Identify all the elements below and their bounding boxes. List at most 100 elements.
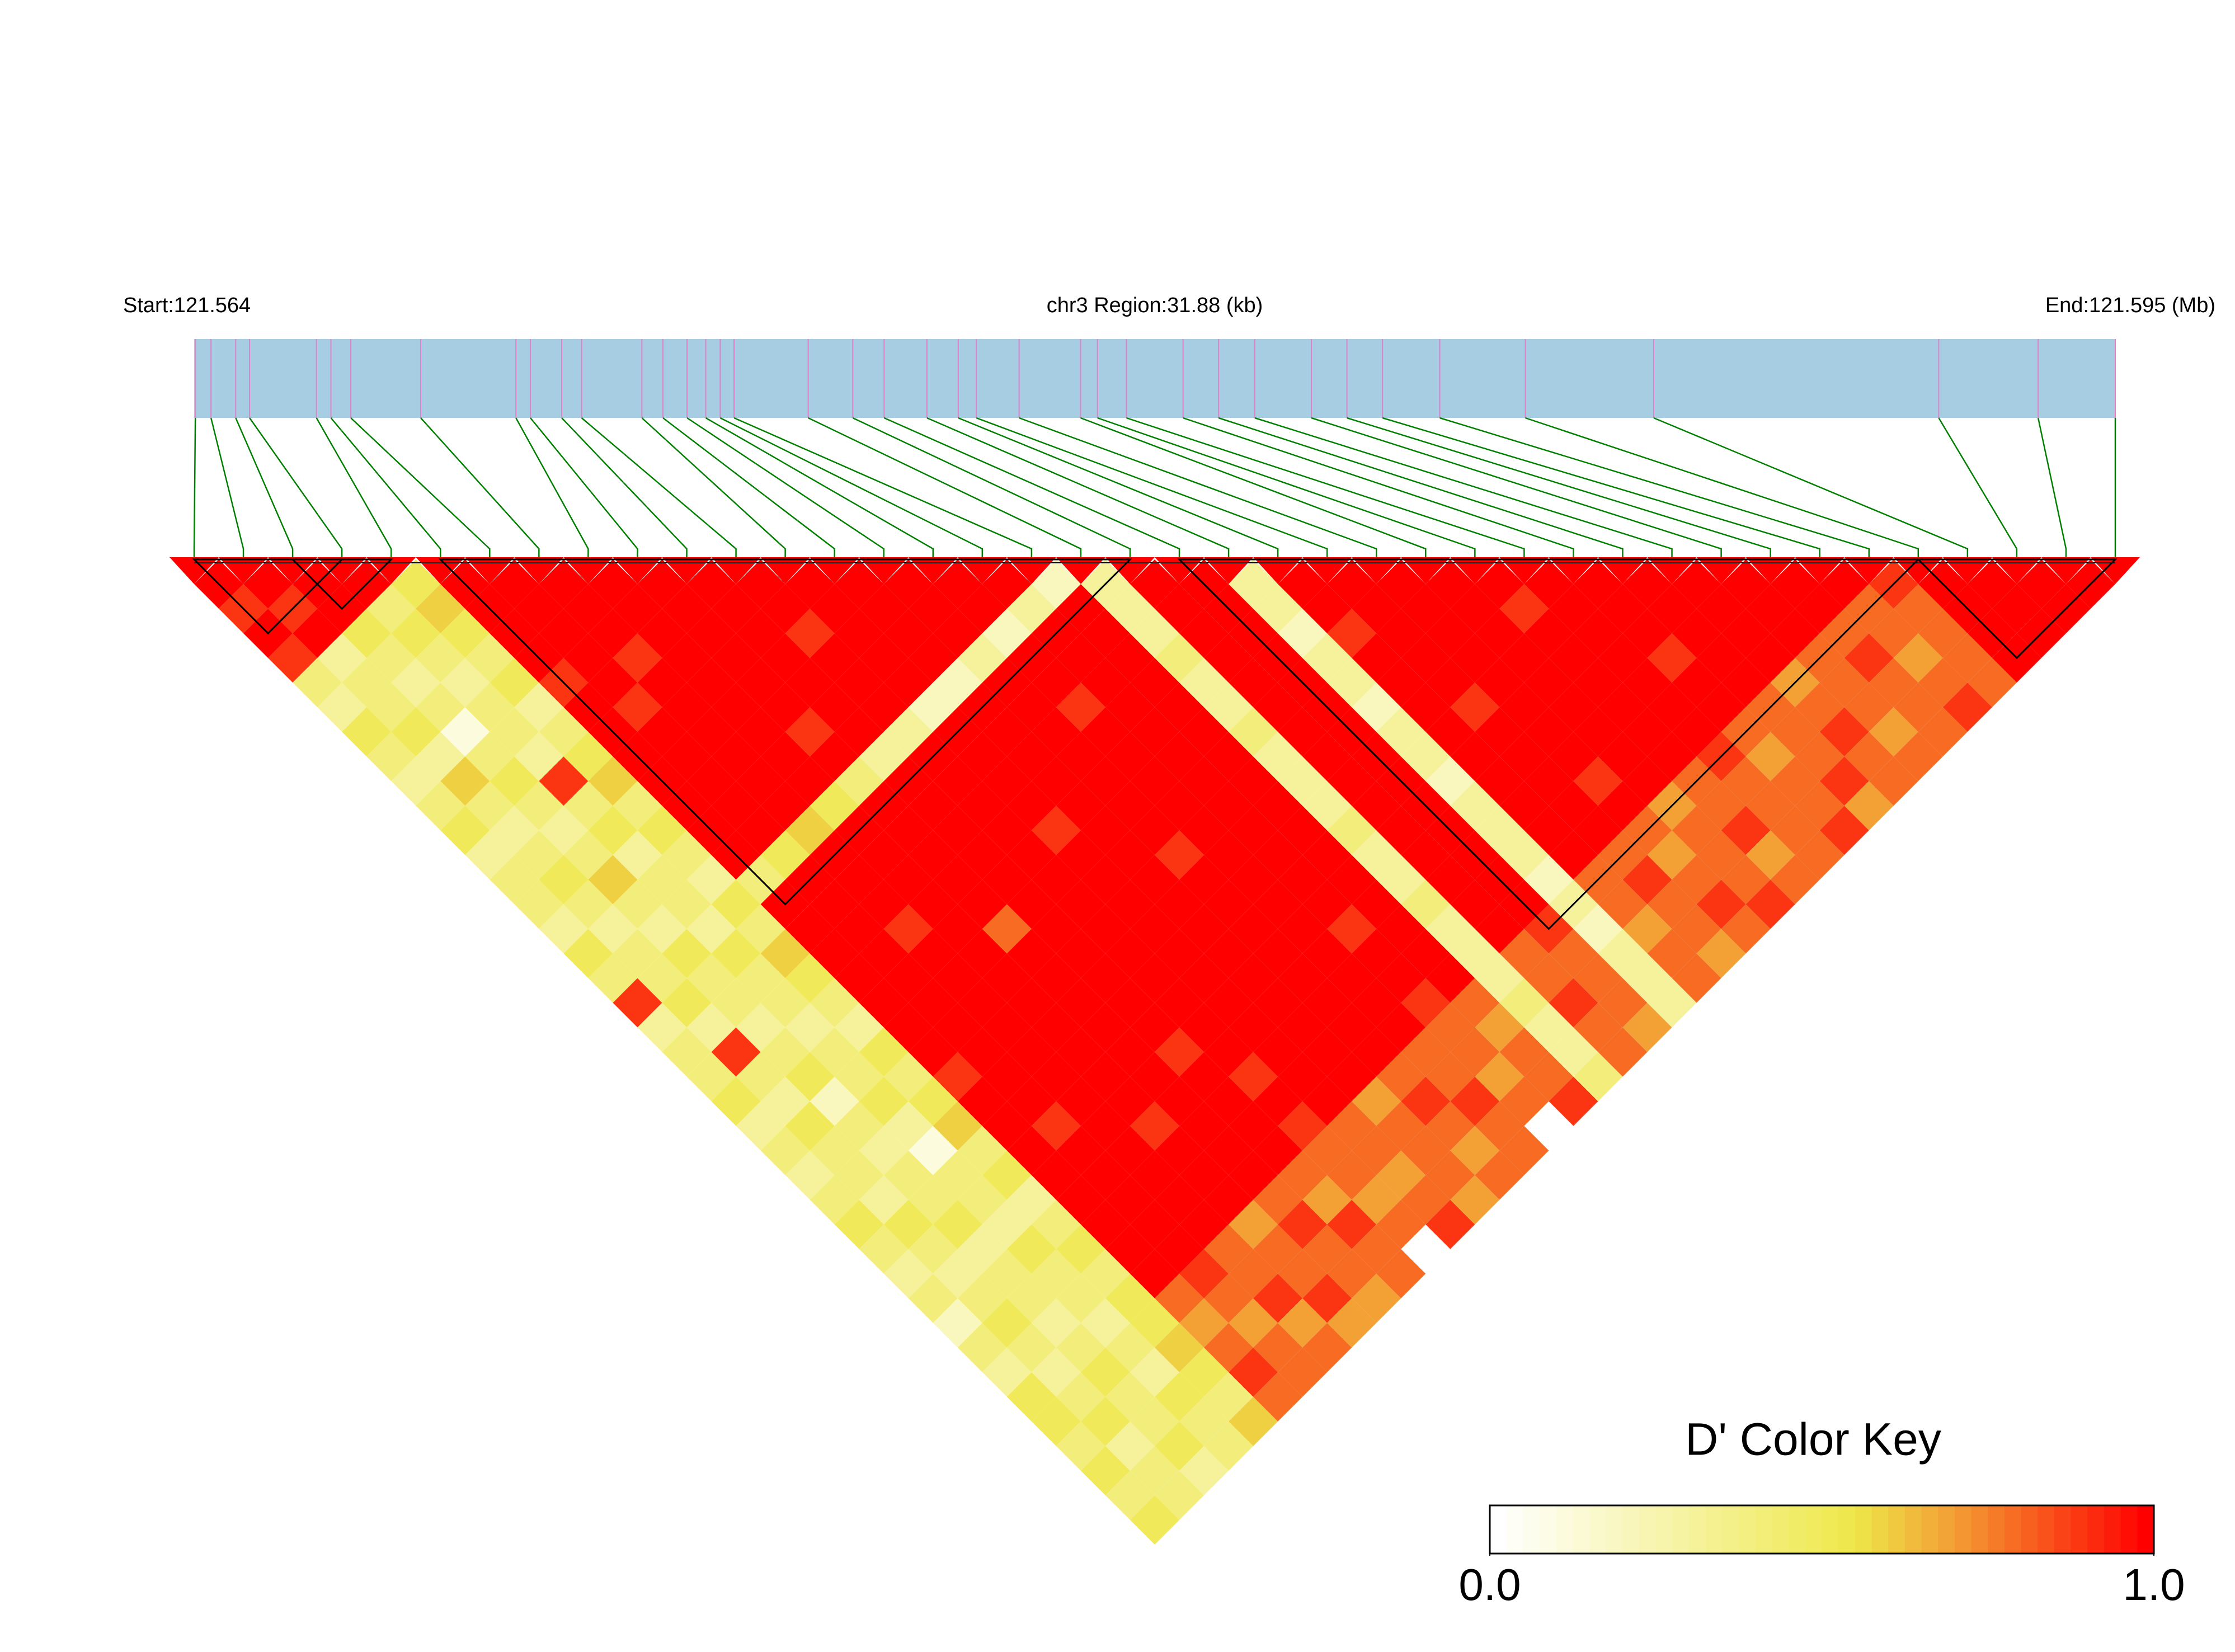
ld-cell (1179, 855, 1229, 905)
ld-cell (1327, 609, 1377, 658)
ld-cell (982, 1298, 1032, 1348)
ld-cell (1745, 633, 1795, 683)
ld-cell (1031, 1150, 1081, 1200)
ld-cell (933, 1249, 982, 1298)
ld-cell (1573, 806, 1623, 855)
ld-cell (1549, 732, 1598, 782)
ld-cell (1327, 756, 1377, 806)
ld-cell (1080, 1446, 1130, 1495)
snp-marker (1450, 557, 1500, 585)
ld-cell (1745, 732, 1795, 782)
color-key-step (2021, 1505, 2039, 1554)
ld-cell (1869, 756, 1918, 806)
ld-cell (1573, 756, 1623, 806)
connector-line (719, 417, 984, 563)
end-label: End:121.595 (Mb) (2045, 294, 2215, 317)
ld-cell (1549, 1027, 1598, 1077)
connector-line (350, 417, 491, 563)
ld-cell (1401, 732, 1451, 782)
ld-cell (1770, 559, 1820, 609)
ld-cell (1918, 658, 1968, 708)
ld-cell (1229, 1003, 1278, 1052)
ld-cell (1105, 1421, 1155, 1471)
ld-cell (1278, 1199, 1328, 1249)
color-key-step (2071, 1505, 2088, 1554)
ld-cell (933, 1199, 982, 1249)
ld-cell (859, 1175, 909, 1225)
ld-cell (1130, 904, 1180, 954)
ld-cell (1253, 1372, 1303, 1422)
snp-marker (169, 557, 219, 585)
ld-cell (1155, 929, 1204, 978)
snp-marker (1942, 557, 1992, 585)
connector-line (210, 417, 244, 563)
ld-cell (514, 732, 564, 782)
ld-cell (1155, 1027, 1204, 1077)
ld-cell (1352, 1027, 1401, 1077)
ld-cell (1155, 683, 1204, 732)
ld-cell (1819, 756, 1869, 806)
snp-marker (1105, 557, 1155, 585)
ld-cell (1450, 1076, 1500, 1126)
ld-cell (1229, 904, 1278, 954)
ld-cell (1721, 658, 1771, 708)
ld-cell (1327, 1150, 1377, 1200)
ld-cell (1376, 806, 1426, 855)
ld-cell (1130, 658, 1180, 708)
ld-cell (1475, 1150, 1524, 1200)
connector-line (420, 417, 540, 563)
ld-cell (834, 1199, 884, 1249)
snp-marker (563, 557, 613, 585)
ld-cell (1352, 584, 1401, 634)
ld-cell (1229, 658, 1278, 708)
ld-cell (1425, 855, 1475, 905)
ld-cell (1770, 806, 1820, 855)
ld-cell (1080, 1298, 1130, 1348)
ld-cell (1130, 1101, 1180, 1151)
ld-cell (1229, 1298, 1278, 1348)
ld-cell (1819, 658, 1869, 708)
ld-block (438, 558, 1132, 906)
ld-cell (1229, 806, 1278, 855)
color-key-step (1589, 1505, 1607, 1554)
ld-cell (1327, 658, 1377, 708)
ld-cell (514, 879, 564, 929)
ld-cell (1869, 658, 1918, 708)
ld-cell (1869, 707, 1918, 757)
ld-cell (1401, 683, 1451, 732)
ld-cell (1647, 683, 1697, 732)
color-key-step (1556, 1505, 1574, 1554)
snp-marker (219, 557, 269, 585)
ld-cell (1549, 584, 1598, 634)
color-key-step (1506, 1505, 1524, 1554)
ld-cell (1155, 1421, 1204, 1471)
ld-cell (1229, 1249, 1278, 1298)
ld-cell (1376, 1199, 1426, 1249)
ld-block (192, 558, 344, 635)
ld-cell (1204, 633, 1254, 683)
ld-cell (1130, 1003, 1180, 1052)
ld-cell (883, 806, 933, 855)
ld-cell (1253, 1224, 1303, 1274)
color-key-step (1772, 1505, 1790, 1554)
ld-cell (1229, 855, 1278, 905)
ld-cell (1696, 830, 1746, 880)
ld-cell (1352, 1273, 1401, 1323)
ld-cell (1253, 683, 1303, 732)
snp-marker (613, 557, 662, 585)
connector-line (193, 417, 196, 563)
ld-cell (1352, 633, 1401, 683)
ld-cell (1155, 1076, 1204, 1126)
ld-cell (1401, 633, 1451, 683)
connector-line (808, 417, 1082, 563)
ld-cell (1622, 707, 1672, 757)
ld-cell (1425, 609, 1475, 658)
ld-cell (1573, 1052, 1623, 1102)
ld-cell (1155, 1175, 1204, 1225)
ld-cell (1179, 707, 1229, 757)
ld-cell (1327, 806, 1377, 855)
ld-cell (1573, 658, 1623, 708)
ld-cell (1376, 855, 1426, 905)
ld-cell (1302, 633, 1352, 683)
